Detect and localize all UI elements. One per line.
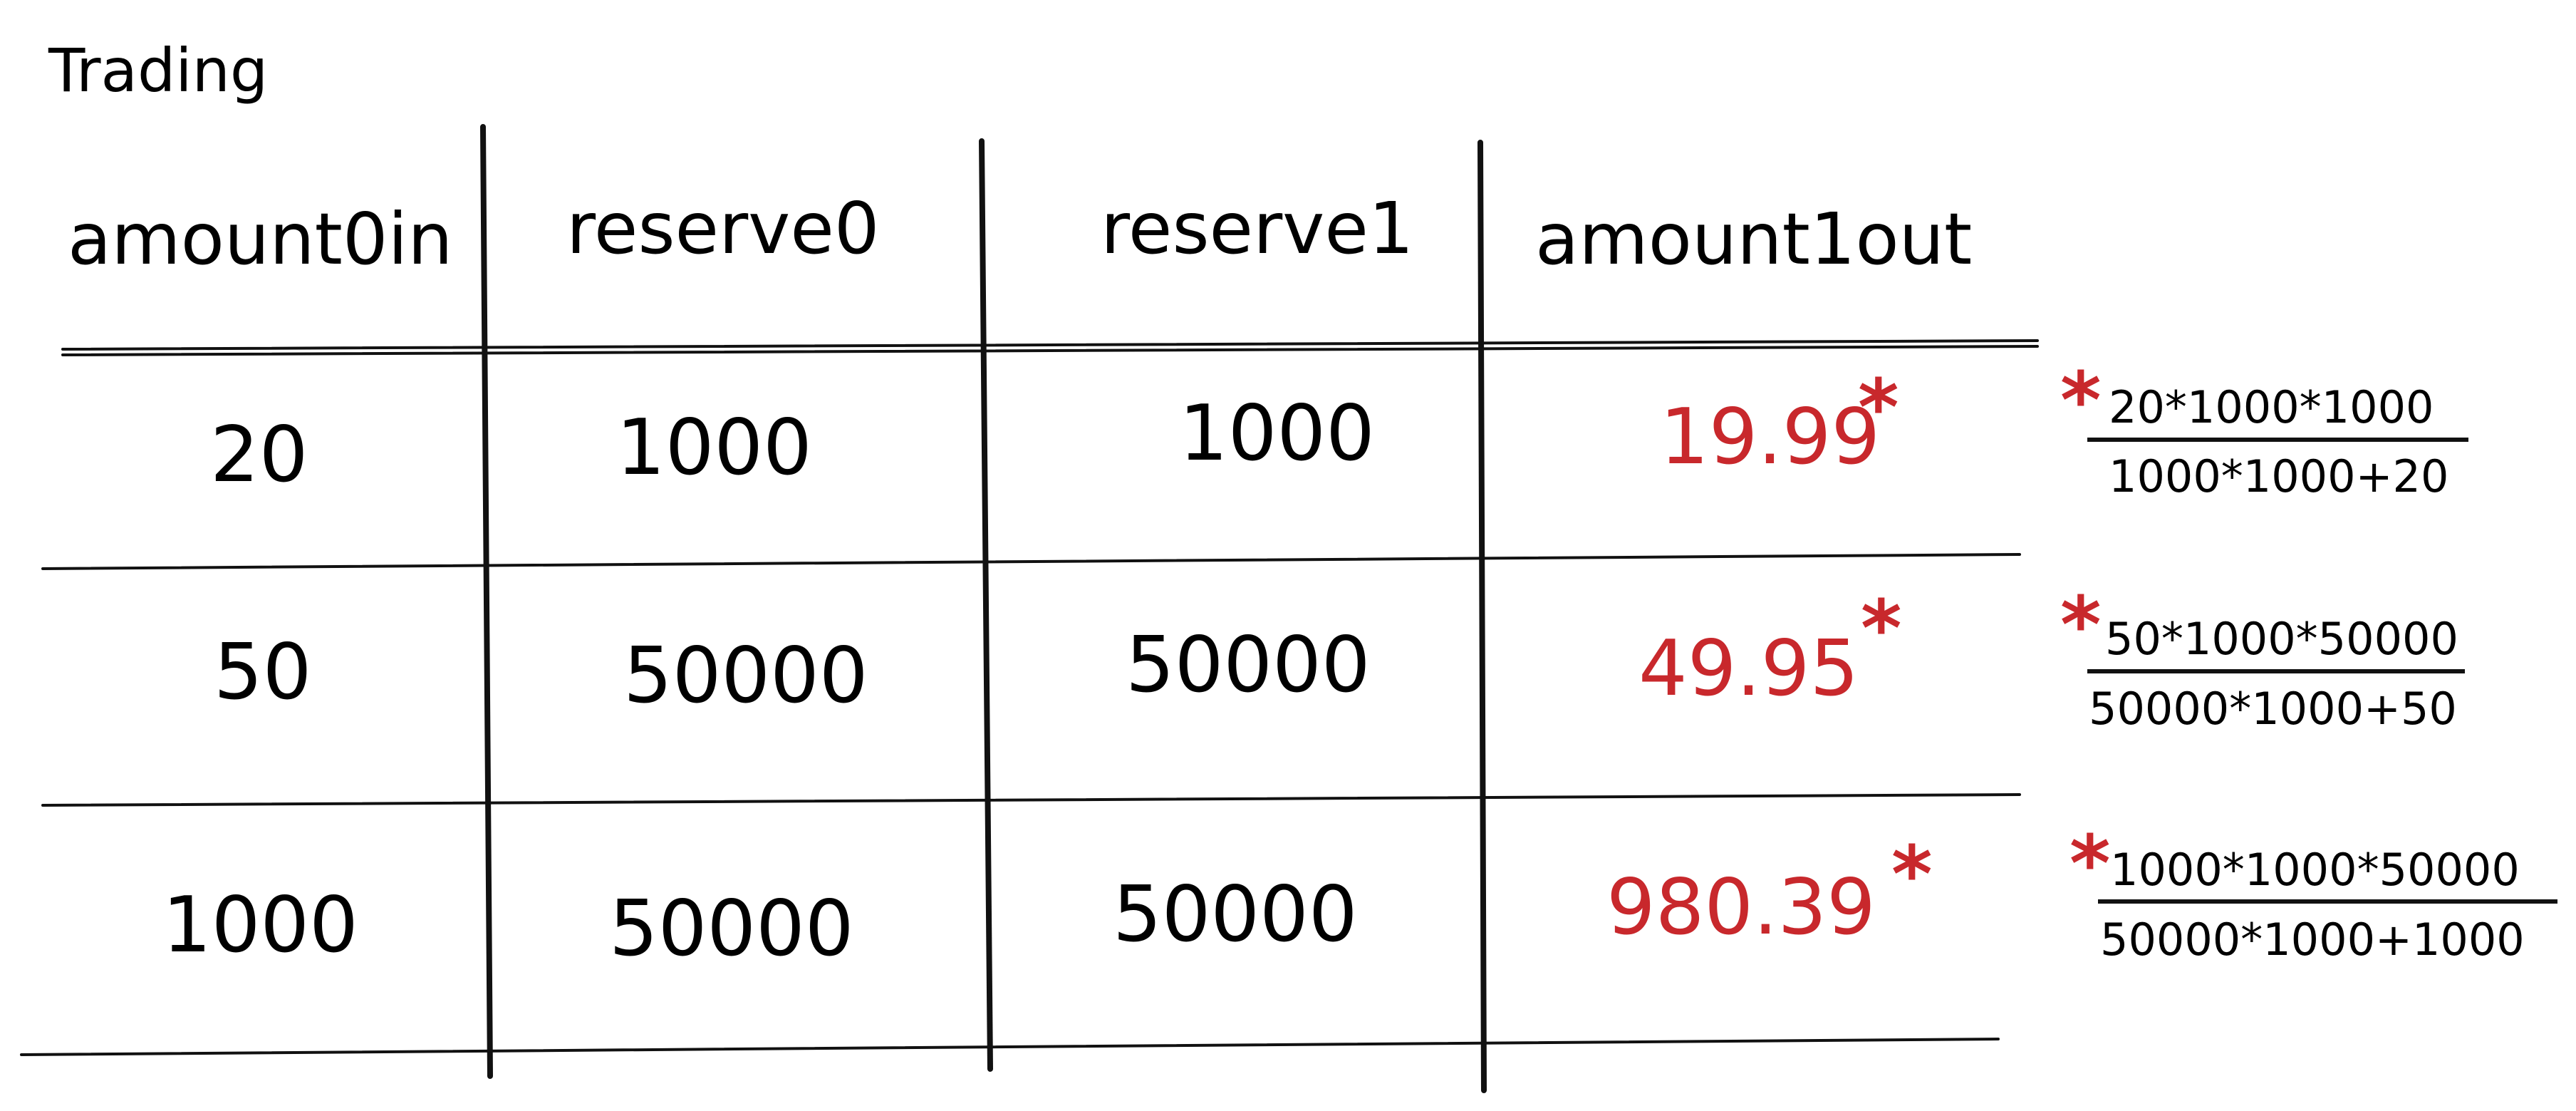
fraction-denominator: 50000*1000+50 <box>2089 683 2457 735</box>
fraction-numerator: 1000*1000*50000 <box>2110 844 2520 896</box>
fraction-numerator: 50*1000*50000 <box>2105 613 2458 665</box>
page-title: Trading <box>48 36 268 105</box>
cell-amount1out: 19.99 <box>1660 393 1880 482</box>
cell-amount0in: 20 <box>210 410 308 500</box>
cell-reserve0: 50000 <box>623 631 868 720</box>
fraction-numerator: 20*1000*1000 <box>2109 381 2434 433</box>
asterisk-mark: * <box>2060 355 2102 446</box>
row-divider-3 <box>20 1038 2000 1056</box>
fraction-denominator: 50000*1000+1000 <box>2100 914 2525 966</box>
cell-amount0in: 1000 <box>162 881 358 970</box>
asterisk-mark: * <box>1891 829 1933 920</box>
row-divider-header-double <box>61 345 2039 356</box>
column-divider-1 <box>480 124 493 1079</box>
asterisk-mark: * <box>1861 583 1902 674</box>
header-reserve1: reserve1 <box>1101 187 1414 270</box>
header-reserve0: reserve0 <box>566 187 880 270</box>
asterisk-mark: * <box>2069 818 2111 909</box>
column-divider-3 <box>1477 140 1487 1093</box>
fraction-row-3: * 1000*1000*50000 50000*1000+1000 <box>2069 818 2557 966</box>
cell-reserve0: 50000 <box>609 884 854 973</box>
header-amount1out: amount1out <box>1535 197 1972 281</box>
cell-reserve1: 50000 <box>1113 870 1358 959</box>
header-amount0in: amount0in <box>68 197 453 281</box>
row-divider-header <box>61 339 2039 351</box>
fraction-denominator: 1000*1000+20 <box>2109 450 2448 502</box>
cell-amount0in: 50 <box>214 628 311 717</box>
row-divider-1 <box>41 553 2021 570</box>
fraction-row-2: * 50*1000*50000 50000*1000+50 <box>2060 579 2465 735</box>
asterisk-mark: * <box>2060 579 2102 671</box>
cell-reserve1: 50000 <box>1126 621 1371 710</box>
cell-reserve1: 1000 <box>1179 389 1375 478</box>
cell-amount1out: 980.39 <box>1606 863 1876 952</box>
fraction-row-1: * 20*1000*1000 1000*1000+20 <box>2060 355 2468 502</box>
cell-amount1out: 49.95 <box>1638 624 1859 713</box>
asterisk-mark: * <box>1858 362 1899 453</box>
cell-reserve0: 1000 <box>616 403 812 492</box>
column-divider-2 <box>979 138 993 1072</box>
row-divider-2 <box>41 793 2021 807</box>
